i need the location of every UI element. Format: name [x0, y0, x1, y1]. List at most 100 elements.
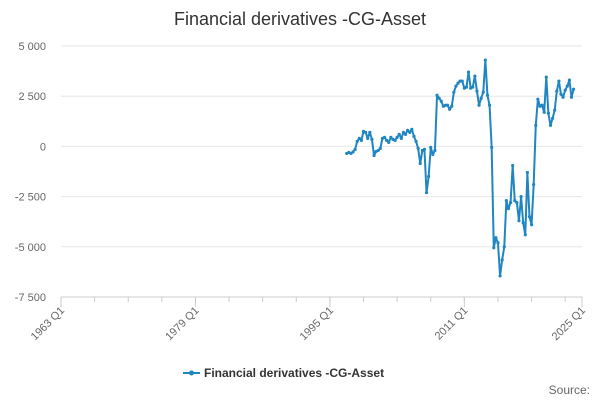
data-point[interactable]	[424, 190, 429, 195]
data-point[interactable]	[355, 139, 359, 143]
data-point[interactable]	[475, 89, 479, 93]
data-point[interactable]	[487, 103, 492, 107]
data-point[interactable]	[481, 90, 485, 94]
data-point[interactable]	[517, 219, 521, 223]
data-point[interactable]	[397, 132, 401, 136]
data-point[interactable]	[366, 136, 370, 140]
data-point[interactable]	[534, 123, 538, 127]
data-point[interactable]	[387, 140, 391, 144]
data-point[interactable]	[399, 136, 403, 140]
data-point[interactable]	[490, 145, 494, 149]
data-point[interactable]	[515, 201, 519, 205]
data-point[interactable]	[532, 182, 536, 187]
data-point[interactable]	[477, 103, 481, 107]
data-point[interactable]	[511, 163, 515, 168]
data-point[interactable]	[498, 274, 502, 278]
data-point[interactable]	[559, 92, 563, 96]
data-point[interactable]	[376, 148, 380, 153]
data-point[interactable]	[403, 132, 408, 136]
series-financial-derivatives[interactable]	[345, 58, 576, 278]
data-point[interactable]	[546, 111, 550, 115]
data-point[interactable]	[464, 85, 469, 89]
data-point[interactable]	[521, 221, 525, 225]
data-point[interactable]	[504, 199, 508, 203]
data-point[interactable]	[435, 93, 439, 97]
data-point[interactable]	[450, 104, 454, 108]
legend-item-label[interactable]: Financial derivatives -CG-Asset	[204, 366, 384, 380]
data-point[interactable]	[483, 58, 487, 62]
data-point[interactable]	[422, 147, 427, 152]
data-point[interactable]	[439, 99, 443, 103]
data-point[interactable]	[567, 78, 572, 82]
y-axis: 5 000 2 500 0 -2 500 -5 000 -7 500	[15, 41, 46, 304]
data-point[interactable]	[448, 107, 452, 111]
legend[interactable]: Financial derivatives -CG-Asset	[183, 366, 384, 380]
data-point[interactable]	[525, 170, 529, 175]
data-point[interactable]	[389, 135, 393, 139]
data-point[interactable]	[401, 130, 406, 134]
data-point[interactable]	[500, 258, 504, 262]
data-point[interactable]	[370, 137, 374, 141]
data-point[interactable]	[378, 146, 382, 151]
data-point[interactable]	[437, 96, 441, 100]
data-point[interactable]	[414, 139, 418, 143]
data-point[interactable]	[406, 128, 410, 132]
data-point[interactable]	[496, 241, 500, 245]
data-point[interactable]	[519, 195, 523, 199]
data-point[interactable]	[416, 146, 420, 151]
data-point[interactable]	[427, 174, 431, 179]
data-point[interactable]	[368, 130, 372, 134]
data-point[interactable]	[506, 207, 511, 211]
data-point[interactable]	[492, 246, 496, 250]
data-point[interactable]	[548, 123, 553, 127]
data-point[interactable]	[460, 79, 464, 83]
data-point[interactable]	[572, 87, 576, 91]
data-point[interactable]	[359, 138, 364, 142]
data-point[interactable]	[540, 103, 544, 107]
data-point[interactable]	[565, 84, 569, 88]
data-point[interactable]	[471, 85, 475, 89]
data-point[interactable]	[485, 93, 490, 97]
data-point[interactable]	[445, 103, 450, 107]
data-point[interactable]	[429, 145, 433, 149]
data-point[interactable]	[372, 153, 376, 158]
data-point[interactable]	[544, 75, 548, 79]
data-point[interactable]	[466, 70, 471, 74]
data-point[interactable]	[353, 147, 357, 152]
data-point[interactable]	[410, 127, 414, 131]
data-point[interactable]	[557, 79, 561, 83]
data-point[interactable]	[364, 130, 368, 134]
data-point[interactable]	[418, 161, 422, 166]
data-point[interactable]	[529, 223, 534, 227]
data-point[interactable]	[508, 201, 513, 205]
data-point[interactable]	[555, 89, 559, 93]
data-point[interactable]	[408, 130, 412, 134]
data-point[interactable]	[561, 95, 565, 99]
data-point[interactable]	[382, 135, 387, 139]
data-point[interactable]	[395, 135, 399, 139]
data-point[interactable]	[393, 138, 397, 142]
data-point[interactable]	[433, 148, 437, 153]
data-point[interactable]	[412, 134, 416, 138]
data-point[interactable]	[357, 136, 361, 140]
data-point[interactable]	[494, 236, 498, 240]
data-point[interactable]	[550, 116, 555, 120]
data-point[interactable]	[569, 95, 574, 99]
data-point[interactable]	[456, 81, 460, 85]
data-point[interactable]	[513, 199, 517, 203]
data-point[interactable]	[473, 74, 477, 78]
data-point[interactable]	[452, 90, 456, 94]
data-point[interactable]	[553, 108, 557, 112]
data-point[interactable]	[563, 88, 567, 92]
data-point[interactable]	[431, 152, 435, 157]
data-point[interactable]	[351, 150, 355, 154]
data-point[interactable]	[479, 96, 483, 100]
data-point[interactable]	[527, 215, 532, 219]
series-line[interactable]	[346, 59, 575, 277]
data-point[interactable]	[542, 110, 546, 114]
data-point[interactable]	[536, 97, 540, 101]
data-point[interactable]	[385, 138, 389, 142]
data-point[interactable]	[523, 233, 527, 237]
data-point[interactable]	[454, 84, 458, 88]
data-point[interactable]	[502, 245, 506, 249]
